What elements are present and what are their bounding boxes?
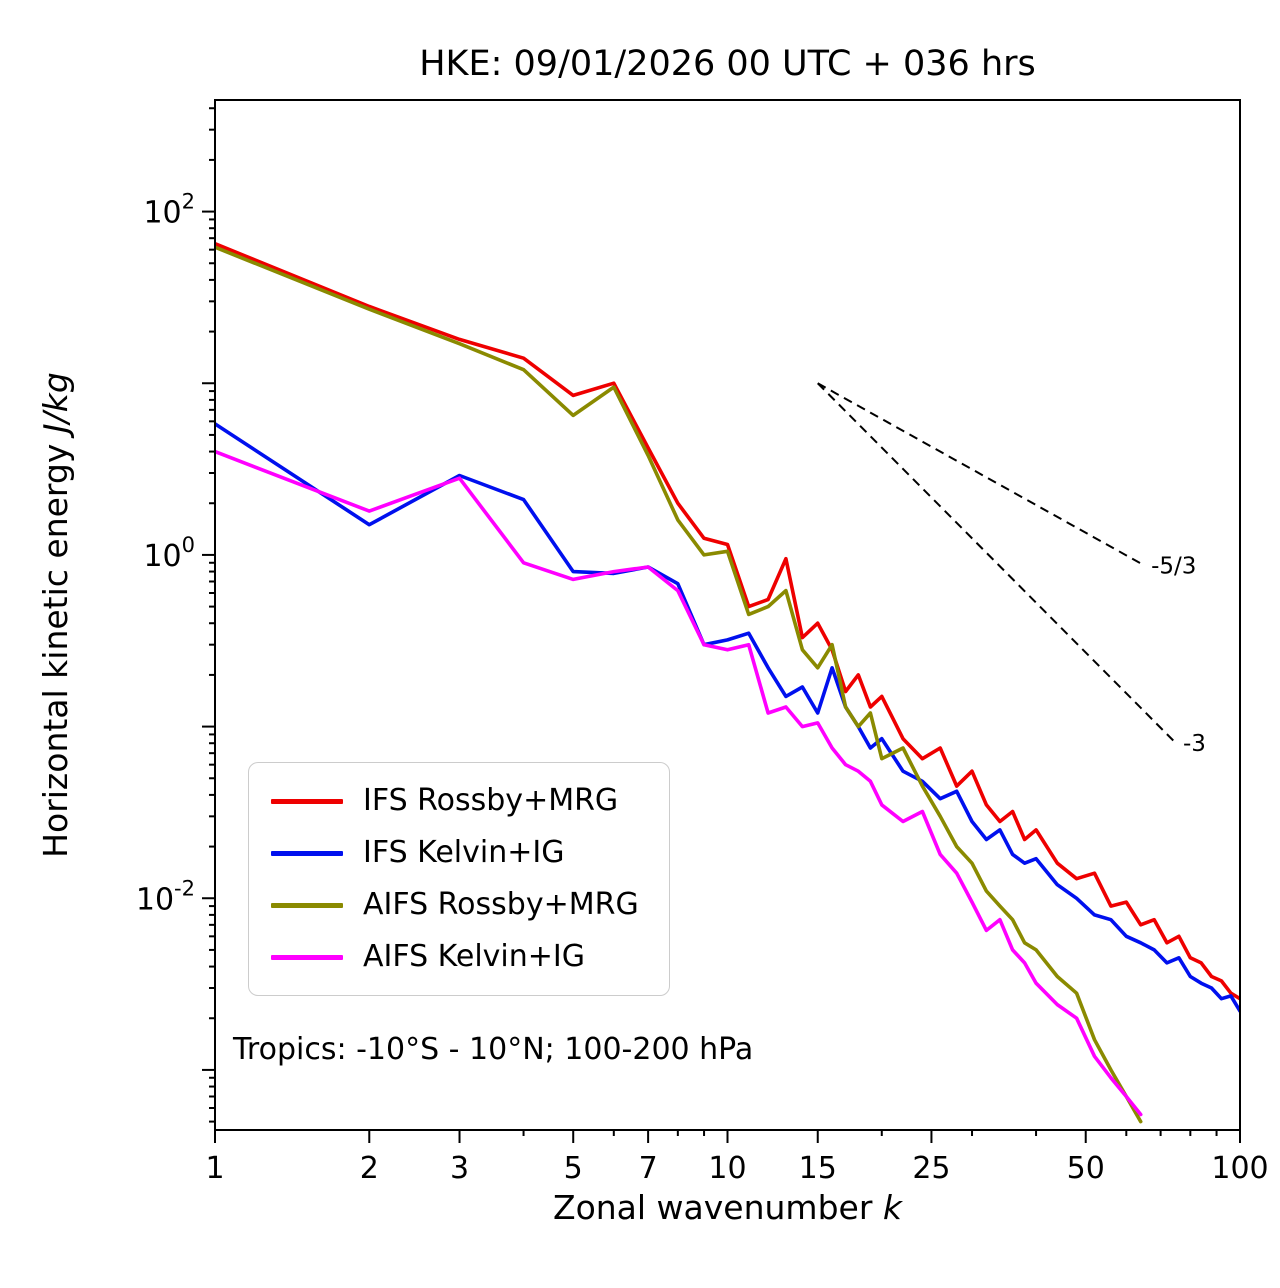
legend-label: AIFS Rossby+MRG [363, 887, 639, 922]
y-tick-label: 10-2 [136, 876, 195, 917]
legend-item: AIFS Rossby+MRG [271, 887, 639, 923]
reference-line [817, 382, 1177, 744]
x-tick-label: 25 [912, 1151, 950, 1186]
y-tick-label: 100 [143, 533, 195, 574]
series-line-ifs-kelvin-ig [215, 422, 1240, 1013]
reference-line-label: -3 [1183, 731, 1206, 757]
legend-label: AIFS Kelvin+IG [363, 939, 585, 974]
x-axis-label: Zonal wavenumber k [215, 1188, 1240, 1227]
series-line-ifs-rossby-mrg [215, 241, 1240, 1001]
x-tick-label: 50 [1067, 1151, 1105, 1186]
x-tick-label: 3 [450, 1151, 469, 1186]
legend-swatch [271, 798, 343, 804]
y-axis-ticks [202, 107, 215, 1123]
y-axis-label-text: Horizontal kinetic energy [36, 433, 75, 858]
legend: IFS Rossby+MRG IFS Kelvin+IG AIFS Rossby+M… [248, 762, 670, 996]
x-axis-ticks [214, 1130, 1241, 1143]
legend-label: IFS Kelvin+IG [363, 835, 565, 870]
x-tick-label: 100 [1211, 1151, 1268, 1186]
legend-item: AIFS Kelvin+IG [271, 939, 639, 975]
x-tick-labels: 1 2 3 5 7 10 15 25 50 100 [205, 1151, 1268, 1186]
region-annotation: Tropics: -10°S - 10°N; 100-200 hPa [233, 1032, 754, 1067]
series-lines [215, 241, 1240, 1124]
x-tick-label: 15 [799, 1151, 837, 1186]
legend-swatch [271, 954, 343, 960]
plot-frame [214, 99, 1241, 1131]
legend-item: IFS Kelvin+IG [271, 835, 639, 871]
series-line-aifs-rossby-mrg [215, 245, 1143, 1124]
reference-line [817, 382, 1145, 567]
y-axis-label: Horizontal kinetic energy J/kg [36, 100, 75, 1130]
y-axis-label-math: J/kg [36, 372, 75, 434]
x-axis-label-text: Zonal wavenumber [552, 1188, 883, 1227]
x-axis-label-math: k [882, 1188, 903, 1227]
x-tick-label: 2 [360, 1151, 379, 1186]
y-tick-labels: 102 100 10-2 [136, 190, 195, 918]
x-tick-label: 5 [564, 1151, 583, 1186]
chart-title: HKE: 09/01/2026 00 UTC + 036 hrs [419, 44, 1036, 84]
y-tick-label: 102 [143, 190, 195, 231]
legend-item: IFS Rossby+MRG [271, 783, 639, 819]
legend-label: IFS Rossby+MRG [363, 783, 619, 818]
x-tick-label: 10 [708, 1151, 746, 1186]
legend-swatch [271, 902, 343, 908]
reference-line-label: -5/3 [1151, 553, 1196, 579]
x-tick-label: 1 [205, 1151, 224, 1186]
reference-lines: -5/3 -3 [817, 382, 1206, 757]
x-tick-label: 7 [639, 1151, 658, 1186]
series-line-aifs-kelvin-ig [215, 449, 1143, 1117]
legend-swatch [271, 850, 343, 856]
